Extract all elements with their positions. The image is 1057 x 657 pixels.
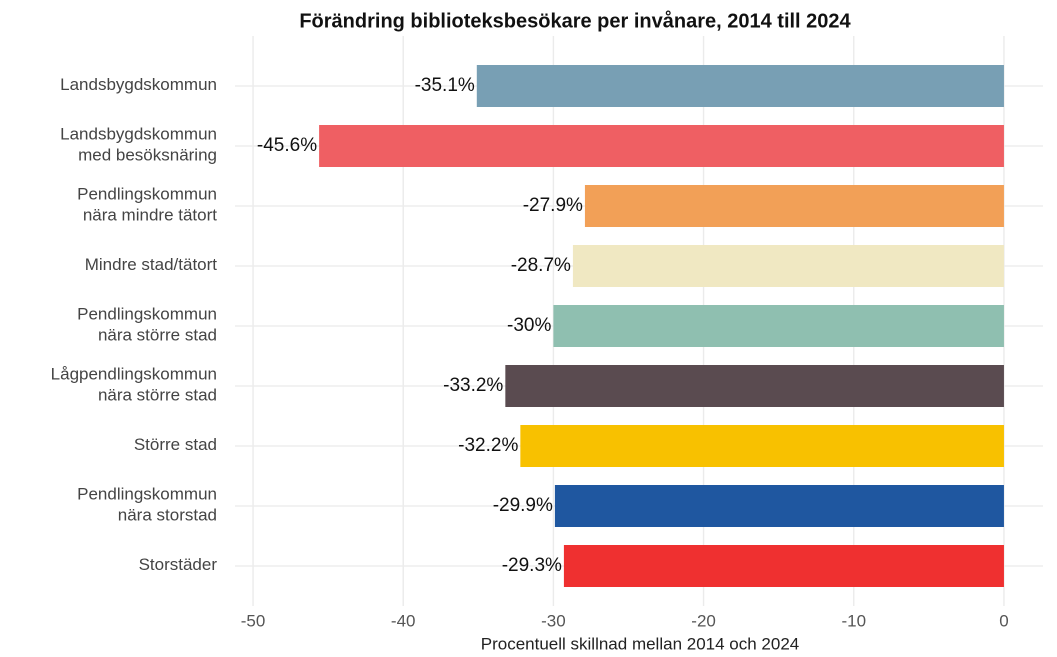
y-tick-label: Mindre stad/tätort: [85, 255, 218, 274]
y-tick-label: Pendlingskommun nära mindre tätort: [77, 185, 217, 225]
x-tick-label: -20: [691, 611, 716, 630]
value-label: -45.6%: [257, 135, 317, 156]
value-label: -28.7%: [511, 255, 571, 276]
y-tick-label: Pendlingskommun nära större stad: [77, 305, 217, 345]
bar: [554, 485, 1004, 527]
bar: [505, 365, 1004, 407]
x-tick-label: -10: [841, 611, 866, 630]
chart-title: Förändring biblioteksbesökare per invåna…: [299, 9, 851, 32]
value-label: -32.2%: [458, 435, 518, 456]
y-tick-label: Större stad: [134, 435, 217, 454]
bar: [476, 65, 1004, 107]
value-label: -30%: [507, 315, 551, 336]
bar: [553, 305, 1004, 347]
bar: [520, 425, 1004, 467]
value-label: -27.9%: [523, 195, 583, 216]
x-tick-label: -50: [241, 611, 266, 630]
y-tick-label: Storstäder: [139, 555, 218, 574]
value-label: -33.2%: [443, 375, 503, 396]
bar: [572, 245, 1004, 287]
value-label: -35.1%: [415, 75, 475, 96]
y-tick-label: Pendlingskommun nära storstad: [77, 485, 217, 525]
y-tick-label: Lågpendlingskommun nära större stad: [51, 365, 217, 405]
x-tick-label: 0: [999, 611, 1008, 630]
value-label: -29.3%: [502, 555, 562, 576]
y-tick-label: Landsbygdskommun: [60, 75, 217, 94]
bar: [563, 545, 1004, 587]
bar: [584, 185, 1004, 227]
y-tick-label: Landsbygdskommun med besöksnäring: [60, 125, 217, 165]
x-tick-label: -40: [391, 611, 416, 630]
x-tick-label: -30: [541, 611, 566, 630]
value-label: -29.9%: [493, 495, 553, 516]
x-axis-label: Procentuell skillnad mellan 2014 och 202…: [481, 634, 799, 653]
bar: [319, 125, 1004, 167]
